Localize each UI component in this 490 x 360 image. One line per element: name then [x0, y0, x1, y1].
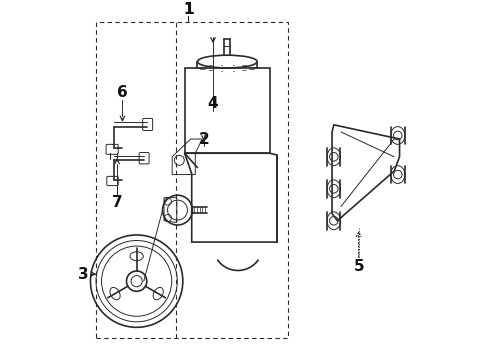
- Text: 4: 4: [208, 96, 219, 111]
- Text: 1: 1: [183, 2, 194, 17]
- Text: 6: 6: [117, 85, 128, 100]
- Text: 3: 3: [78, 266, 89, 282]
- Text: 7: 7: [112, 195, 122, 211]
- Text: 2: 2: [199, 131, 210, 147]
- Text: 5: 5: [353, 260, 364, 274]
- Text: 1: 1: [183, 2, 194, 17]
